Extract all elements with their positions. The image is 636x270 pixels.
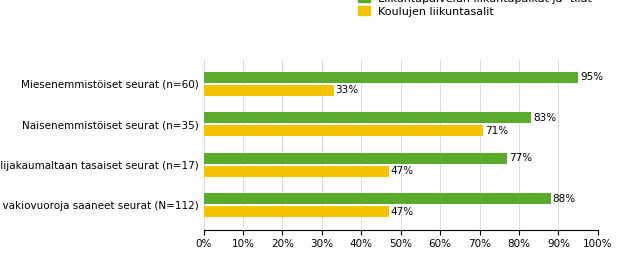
Legend: Liikuntapalvelun liikuntapaikat ja -tilat, Koulujen liikuntasalit: Liikuntapalvelun liikuntapaikat ja -tila… <box>359 0 592 16</box>
Text: 33%: 33% <box>336 85 359 95</box>
Bar <box>204 85 334 96</box>
Bar <box>204 166 389 177</box>
Text: 71%: 71% <box>485 126 509 136</box>
Bar <box>204 193 551 204</box>
Text: 47%: 47% <box>391 166 414 176</box>
Text: 47%: 47% <box>391 207 414 217</box>
Bar <box>204 125 483 136</box>
Bar <box>204 112 531 123</box>
Text: 77%: 77% <box>509 153 532 163</box>
Bar <box>204 153 507 164</box>
Text: 88%: 88% <box>553 194 576 204</box>
Bar <box>204 206 389 217</box>
Text: 95%: 95% <box>580 72 603 82</box>
Text: 83%: 83% <box>533 113 556 123</box>
Bar <box>204 72 578 83</box>
